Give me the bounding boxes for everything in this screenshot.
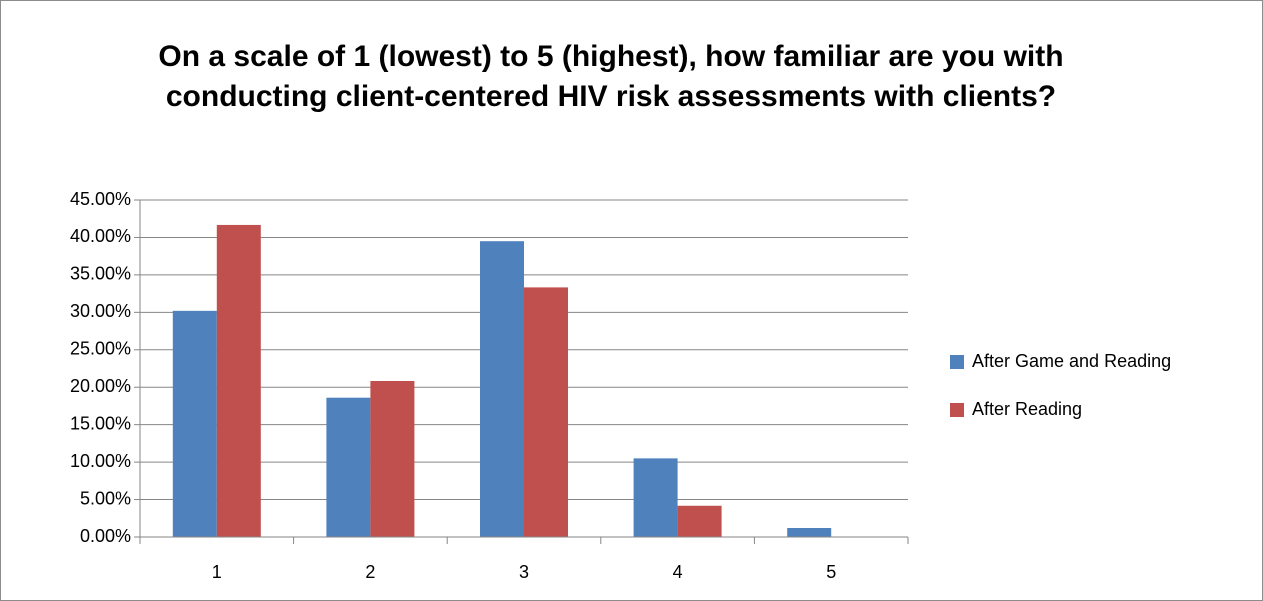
- bar: [216, 224, 261, 538]
- y-tick-label: 25.00%: [70, 339, 131, 359]
- y-tick-label: 0.00%: [80, 526, 131, 546]
- y-tick-label: 35.00%: [70, 264, 131, 284]
- y-tick-label: 20.00%: [70, 376, 131, 396]
- legend-swatch: [950, 355, 964, 369]
- legend-label: After Reading: [972, 399, 1082, 419]
- bar: [677, 505, 722, 537]
- bar: [787, 528, 832, 537]
- y-tick-label: 30.00%: [70, 301, 131, 321]
- x-tick-label: 5: [826, 562, 836, 582]
- x-tick-label: 3: [519, 562, 529, 582]
- x-tick-label: 1: [212, 562, 222, 582]
- bar: [480, 241, 524, 537]
- x-tick-label: 4: [673, 562, 683, 582]
- y-tick-label: 45.00%: [70, 189, 131, 209]
- y-tick-label: 5.00%: [80, 488, 131, 508]
- bar: [370, 381, 415, 537]
- chart-title: On a scale of 1 (lowest) to 5 (highest),…: [158, 40, 1064, 113]
- bar: [326, 397, 371, 537]
- y-tick-label: 40.00%: [70, 226, 131, 246]
- bar: [633, 458, 678, 537]
- x-tick-label: 2: [365, 562, 375, 582]
- legend-swatch: [950, 403, 964, 417]
- y-tick-label: 15.00%: [70, 413, 131, 433]
- bar: [172, 310, 217, 537]
- bar: [524, 287, 568, 537]
- y-tick-label: 10.00%: [70, 451, 131, 471]
- legend-label: After Game and Reading: [972, 351, 1171, 371]
